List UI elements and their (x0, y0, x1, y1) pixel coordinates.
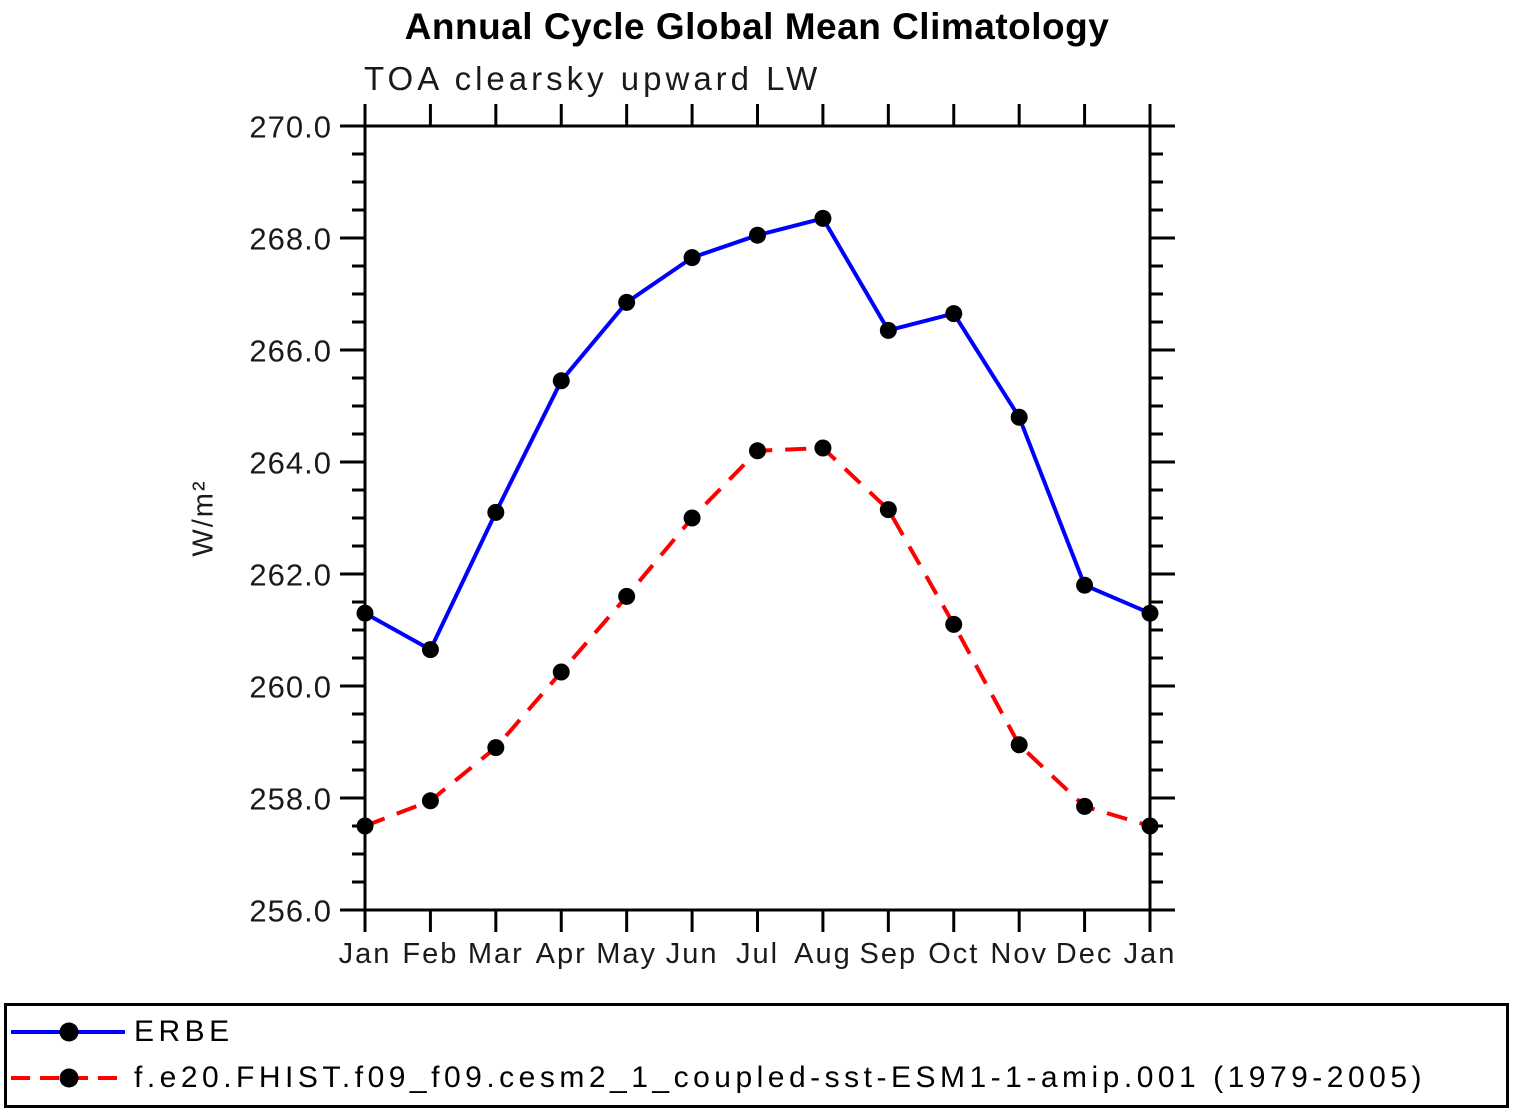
x-tick-label: Jul (736, 938, 779, 970)
y-tick-label: 270.0 (249, 110, 332, 145)
erbe-marker (749, 226, 766, 244)
x-tick-label: Aug (794, 938, 852, 970)
x-tick-label: Feb (402, 938, 458, 970)
model-marker (814, 439, 832, 457)
chart-subtitle: TOA clearsky upward LW (364, 60, 822, 97)
model-marker (356, 817, 374, 835)
erbe-marker (487, 503, 505, 521)
model-swatch-icon (11, 1068, 125, 1088)
y-tick-label: 258.0 (249, 782, 332, 817)
erbe-marker (1076, 576, 1094, 594)
model-marker (683, 509, 701, 527)
erbe-marker (1010, 408, 1028, 426)
model-marker (618, 587, 636, 605)
model-marker (421, 792, 439, 810)
erbe-marker (421, 641, 439, 659)
x-tick-label: Mar (468, 938, 524, 970)
erbe-marker (356, 604, 374, 622)
y-tick-label: 256.0 (249, 894, 332, 929)
erbe-marker (552, 372, 570, 390)
legend-label-model: f.e20.FHIST.f09_f09.cesm2_1_coupled-sst-… (134, 1061, 1427, 1094)
y-tick-label: 260.0 (249, 670, 332, 705)
model-marker (1010, 736, 1028, 754)
model-marker (1141, 817, 1159, 835)
erbe-marker (683, 249, 701, 267)
legend-label-erbe: ERBE (134, 1015, 234, 1048)
chart-title: Annual Cycle Global Mean Climatology (404, 6, 1110, 47)
model-marker (552, 663, 570, 681)
y-tick-label: 264.0 (249, 446, 332, 481)
model-marker (879, 501, 897, 519)
y-tick-label: 262.0 (249, 558, 332, 593)
erbe-marker (879, 321, 897, 339)
erbe-marker (618, 293, 636, 311)
erbe-marker (1141, 604, 1159, 622)
model-marker (749, 442, 766, 460)
legend: ERBE f.e20.FHIST.f09_f09.cesm2_1_coupled… (4, 1003, 1509, 1108)
legend-item-model: f.e20.FHIST.f09_f09.cesm2_1_coupled-sst-… (10, 1058, 1426, 1098)
erbe-line (364, 216, 1151, 652)
model-marker (1076, 797, 1094, 815)
x-tick-label: Jan (1124, 938, 1177, 970)
x-tick-label: Jan (339, 938, 392, 970)
x-tick-label: Jun (666, 938, 719, 970)
model-line (364, 446, 1151, 828)
x-tick-label: Sep (860, 938, 918, 970)
x-tick-label: Dec (1056, 938, 1114, 970)
erbe-marker (945, 305, 963, 323)
y-tick-label: 266.0 (249, 334, 332, 369)
x-tick-label: May (596, 938, 657, 970)
plot-area: 256.0 258.0 260.0 262.0 264.0 266.0 268.0 270.0… (249, 104, 1177, 970)
x-tick-label: Oct (928, 938, 979, 970)
y-tick-label: 268.0 (249, 222, 332, 257)
legend-item-erbe: ERBE (10, 1012, 234, 1052)
model-marker (945, 615, 963, 633)
erbe-swatch-icon (11, 1022, 125, 1042)
x-tick-label: Apr (536, 938, 587, 970)
erbe-marker (814, 209, 832, 227)
x-tick-label: Nov (990, 938, 1048, 970)
model-marker (487, 739, 505, 757)
